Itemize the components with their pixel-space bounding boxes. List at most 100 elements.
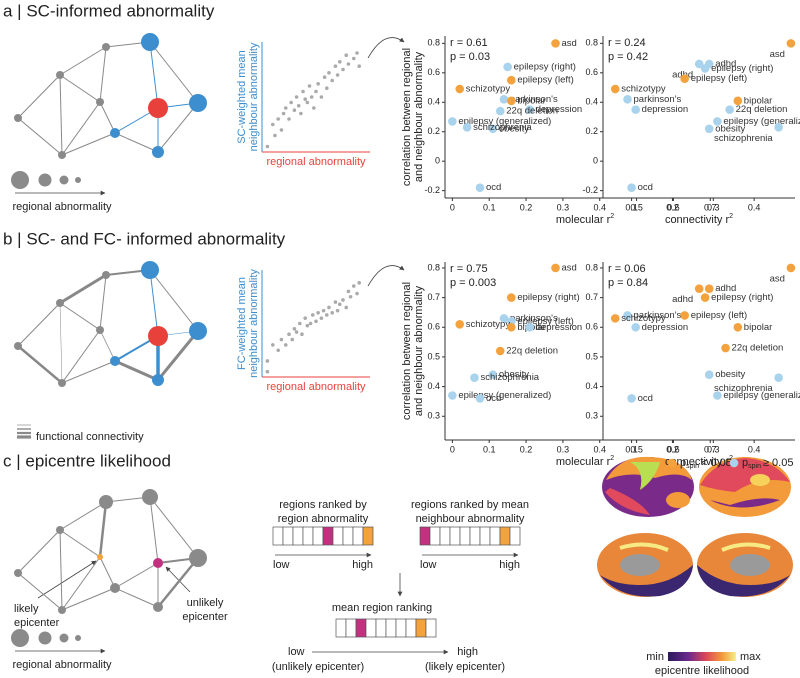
network-edge <box>98 501 108 558</box>
network-edge <box>17 572 63 611</box>
point <box>296 104 301 108</box>
y-tick-label: 0.6 <box>427 322 440 332</box>
network-node <box>102 271 110 279</box>
point <box>721 343 730 353</box>
point <box>312 106 316 110</box>
x-tick-label: 0.5 <box>630 444 643 454</box>
point-label: ocd <box>638 393 653 404</box>
point-label: parkinson's <box>510 313 558 324</box>
point <box>694 59 704 69</box>
size-legend-dot <box>59 175 69 185</box>
point <box>448 117 457 126</box>
axis-end-label: high <box>352 559 373 571</box>
x-tick-label: 0.4 <box>593 202 606 212</box>
x-tick-label: 0.4 <box>593 444 606 454</box>
network-edge <box>61 556 101 611</box>
point-label: 22q deletion <box>736 104 788 115</box>
x-axis-label-text: molecular r <box>556 456 611 468</box>
point <box>316 82 320 86</box>
point-label: epilepsy (right) <box>514 61 576 72</box>
annotation: epicenter <box>14 617 60 629</box>
legend-subscript: spin <box>748 463 761 470</box>
network-edge <box>114 562 159 589</box>
network-edge <box>157 557 199 608</box>
ranking-cell <box>292 526 304 546</box>
point <box>355 51 359 55</box>
network-node <box>110 583 120 593</box>
point <box>713 117 722 126</box>
legend-condition: ≥ 0.05 <box>763 457 794 469</box>
panel-title: c | epicentre likelihood <box>3 451 171 470</box>
x-tick-label: 0.1 <box>483 444 496 454</box>
point <box>276 348 281 353</box>
point <box>786 39 796 48</box>
size-legend-label: regional abnormality <box>12 659 112 671</box>
network-edge <box>61 360 116 384</box>
point <box>610 314 620 323</box>
point <box>319 95 324 99</box>
point <box>314 319 318 324</box>
legend-symbol: p <box>742 457 748 469</box>
network-edge <box>59 273 107 305</box>
ranking-cell <box>449 526 461 546</box>
x-tick-label: 0.3 <box>557 202 570 212</box>
network-node <box>58 379 66 387</box>
legend-condition: < 0.05 <box>701 457 732 469</box>
point <box>333 64 338 68</box>
size-legend-dot <box>11 629 29 647</box>
point-label: schizotypy <box>621 84 666 95</box>
y-axis-label: correlation between regional <box>401 282 413 420</box>
point <box>733 322 743 332</box>
point <box>623 95 632 104</box>
point <box>462 123 472 132</box>
ranking-cell <box>272 526 284 546</box>
point <box>348 294 353 299</box>
point <box>289 100 293 105</box>
ranking-cell <box>469 526 481 546</box>
point-label: epilepsy (generalized) <box>458 390 551 401</box>
network-node <box>96 326 104 334</box>
point <box>294 95 299 99</box>
network-node <box>142 489 158 505</box>
point <box>337 302 342 307</box>
y-axis-label: neighbour abnormality <box>248 269 260 378</box>
point-label: epilepsy (left) <box>691 310 748 321</box>
x-tick-label: 0.4 <box>748 202 761 212</box>
ranking-cell <box>415 618 427 638</box>
x-axis-label: connectivity r2 <box>665 213 733 226</box>
point-label: depression <box>642 104 688 115</box>
network-edge <box>17 529 61 574</box>
y-tick-label: 0.8 <box>427 38 440 48</box>
point <box>507 96 516 106</box>
network-edge <box>156 330 200 381</box>
point <box>704 284 714 294</box>
annotation: p = 0.003 <box>450 277 496 289</box>
ranking-cell <box>439 526 451 546</box>
x-tick-label: 0.1 <box>625 202 638 212</box>
network-edge <box>114 359 159 382</box>
network-edge <box>17 302 61 347</box>
network-edge <box>17 345 63 384</box>
point <box>507 293 516 302</box>
network-node <box>102 43 110 51</box>
point-label: epilepsy (generalized) <box>458 116 551 127</box>
network-edge <box>99 274 107 331</box>
point-label: schizophrenia <box>480 372 539 383</box>
network-node <box>58 606 66 614</box>
ranking-cell <box>352 526 364 546</box>
y-axis-label: correlation between regional <box>401 48 413 186</box>
axis-note: (unlikely epicenter) <box>272 661 364 673</box>
ranking-cell <box>365 618 377 638</box>
point <box>327 71 331 75</box>
point-label: parkinson's <box>510 94 558 105</box>
point-label: 22q deletion <box>506 106 558 117</box>
annotation: r = 0.75 <box>450 263 488 275</box>
point <box>265 369 270 374</box>
y-tick-label: -0.2 <box>582 185 598 195</box>
ranking-cell <box>425 618 437 638</box>
brain-lateral-left <box>602 456 694 517</box>
point-label: bipolar <box>517 95 546 106</box>
point-label: obesity <box>715 123 745 134</box>
network-node <box>56 526 64 534</box>
